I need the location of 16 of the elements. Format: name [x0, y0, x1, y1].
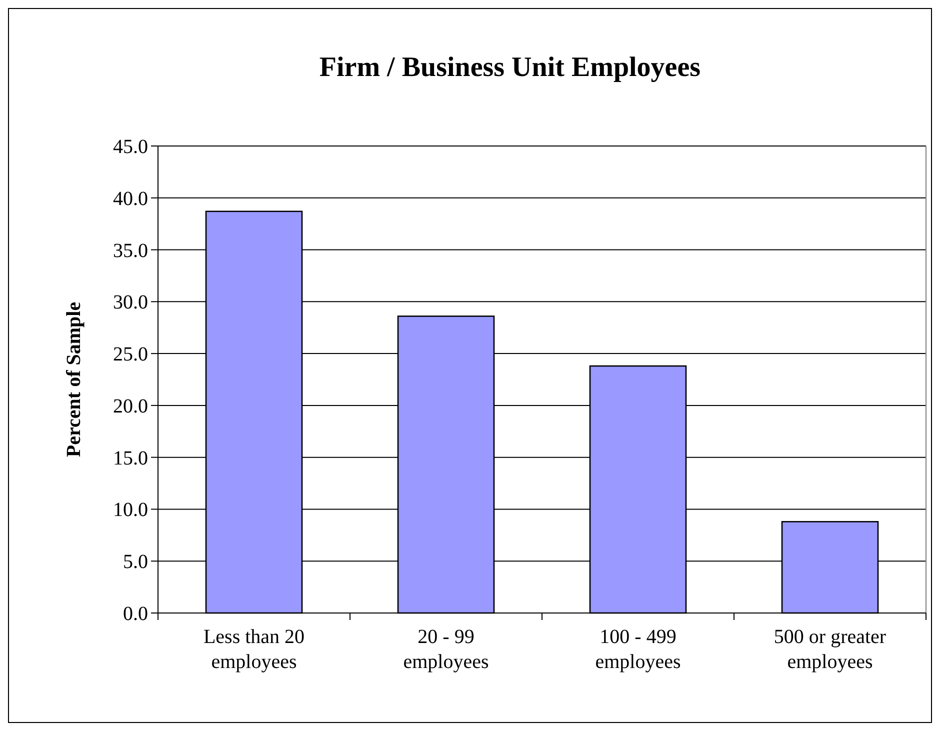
chart-title: Firm / Business Unit Employees	[319, 52, 701, 83]
x-tick-label: Less than 20 employees	[203, 626, 305, 673]
y-tick-label: 5.0	[123, 551, 148, 574]
x-tick-label: 100 - 499 employees	[595, 626, 681, 673]
x-tick-label: 20 - 99 employees	[403, 626, 489, 673]
x-tick-label: 500 or greater employees	[774, 626, 886, 673]
y-tick-label: 40.0	[113, 188, 148, 210]
y-tick-label: 30.0	[113, 292, 148, 314]
y-tick-label: 10.0	[113, 499, 148, 522]
y-tick-label: 20.0	[113, 395, 148, 418]
y-tick-label: 15.0	[113, 447, 148, 470]
y-tick-label: 25.0	[113, 344, 148, 366]
y-tick-label: 45.0	[113, 136, 148, 158]
y-axis-title: Percent of Sample	[63, 302, 85, 458]
y-tick-label: 35.0	[113, 240, 148, 262]
y-tick-label: 0.0	[123, 603, 148, 625]
